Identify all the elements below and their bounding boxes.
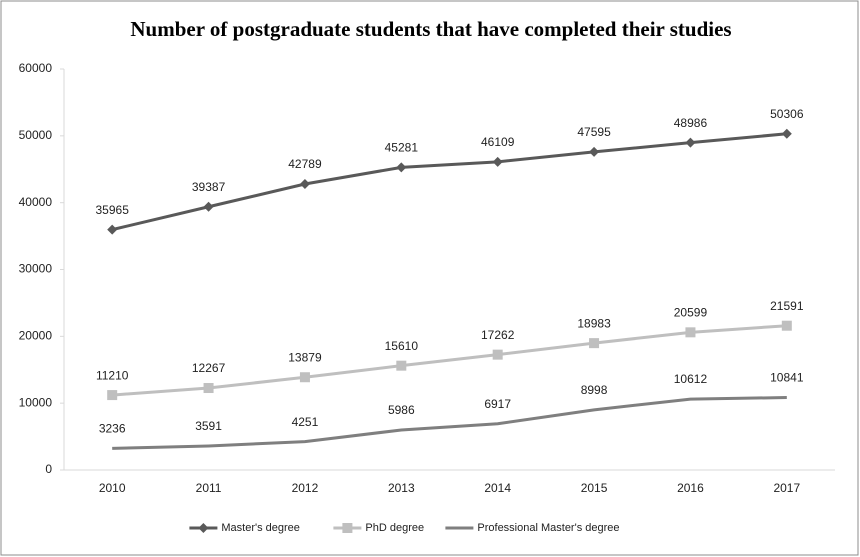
chart-title: Number of postgraduate students that hav… — [130, 17, 731, 41]
legend-label: Master's degree — [221, 522, 300, 534]
data-label: 3591 — [195, 419, 222, 433]
data-point — [492, 349, 503, 360]
data-label: 42789 — [288, 157, 322, 171]
x-tick-label: 2011 — [196, 481, 222, 495]
data-point — [107, 224, 118, 235]
data-label: 21591 — [770, 299, 804, 313]
data-point — [781, 320, 792, 331]
data-label: 50306 — [770, 107, 804, 121]
data-point — [589, 146, 600, 157]
data-point — [107, 390, 118, 401]
data-label: 10841 — [770, 371, 804, 385]
series-line — [111, 132, 787, 232]
data-point — [396, 162, 407, 173]
data-label: 17262 — [481, 328, 515, 342]
data-label: 4251 — [292, 415, 319, 429]
data-label: 5986 — [388, 403, 415, 417]
data-point — [781, 128, 792, 139]
data-point — [685, 137, 696, 148]
y-tick-label: 20000 — [19, 329, 53, 343]
x-tick-label: 2010 — [99, 481, 126, 495]
data-point — [589, 338, 600, 349]
data-point — [299, 372, 310, 383]
series-line — [112, 324, 787, 397]
data-point — [492, 156, 503, 167]
y-tick-label: 30000 — [19, 262, 53, 276]
y-tick-label: 10000 — [19, 395, 53, 409]
data-label: 45281 — [385, 141, 419, 155]
data-label: 15610 — [385, 339, 419, 353]
data-label: 46109 — [481, 135, 515, 149]
series-line — [112, 396, 787, 450]
data-label: 12267 — [192, 361, 226, 375]
x-tick-label: 2013 — [388, 481, 415, 495]
x-tick-label: 2015 — [581, 481, 608, 495]
data-label: 10612 — [674, 372, 708, 386]
x-tick-label: 2014 — [484, 481, 511, 495]
legend-marker — [198, 523, 209, 533]
legend-label: PhD degree — [365, 522, 424, 534]
y-tick-label: 60000 — [19, 61, 53, 75]
data-point — [203, 201, 214, 212]
data-label: 6917 — [484, 397, 511, 411]
data-point — [396, 360, 407, 371]
data-label: 35965 — [96, 203, 130, 217]
x-tick-label: 2012 — [292, 481, 319, 495]
data-label: 20599 — [674, 306, 708, 320]
y-tick-label: 40000 — [19, 195, 53, 209]
data-label: 3236 — [99, 422, 126, 436]
data-label: 48986 — [674, 116, 708, 130]
y-tick-label: 50000 — [19, 128, 53, 142]
x-tick-label: 2016 — [677, 481, 704, 495]
legend-marker — [342, 523, 353, 533]
data-point — [203, 383, 214, 394]
data-label: 18983 — [577, 316, 611, 330]
data-label: 13879 — [288, 350, 322, 364]
data-label: 39387 — [192, 180, 226, 194]
y-tick-label: 0 — [45, 462, 52, 476]
data-point — [299, 179, 310, 190]
data-label: 11210 — [96, 368, 129, 382]
legend-label: Professional Master's degree — [477, 522, 619, 534]
data-label: 8998 — [581, 383, 608, 397]
data-label: 47595 — [577, 125, 611, 139]
data-point — [685, 327, 696, 338]
x-tick-label: 2017 — [773, 481, 800, 495]
